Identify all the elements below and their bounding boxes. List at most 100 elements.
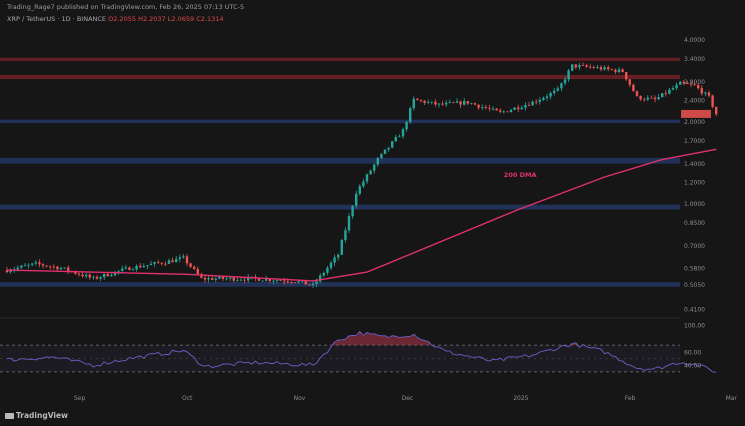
candle-body <box>221 276 225 279</box>
candle-body <box>574 64 577 68</box>
candle-body <box>527 105 531 106</box>
candle-body <box>607 67 610 70</box>
candle-body <box>491 108 495 110</box>
candle-body <box>545 96 549 98</box>
support-zone <box>0 204 680 210</box>
candle-body <box>200 274 203 278</box>
ohlc-low: L2.0659 <box>167 15 195 23</box>
candle-body <box>182 256 185 258</box>
rsi-band <box>0 345 680 372</box>
candle-body <box>495 108 498 111</box>
candle-body <box>218 276 221 279</box>
candle-body <box>585 65 588 67</box>
candle-body <box>373 164 376 171</box>
candle-body <box>16 267 19 270</box>
candle-body <box>99 277 102 279</box>
candle-body <box>466 101 469 104</box>
candle-body <box>41 264 45 266</box>
candle-body <box>614 69 617 73</box>
price-axis: 4.0000 3.4000 2.8000 2.4000 2.0000 1.7000 1.40… <box>684 37 705 370</box>
price-tick-label: 1.0000 <box>684 201 705 208</box>
candle-body <box>473 103 477 105</box>
candle-body <box>625 72 628 80</box>
candle-body <box>477 104 480 108</box>
candle-body <box>207 278 210 280</box>
candle-body <box>639 95 642 100</box>
candle-body <box>178 257 181 259</box>
candle-body <box>167 260 171 264</box>
candle-body <box>434 101 437 105</box>
candle-body <box>261 280 264 282</box>
candle-body <box>315 281 318 284</box>
candle-body <box>236 279 239 281</box>
candle-body <box>175 258 178 263</box>
candle-body <box>337 254 340 258</box>
candle-body <box>394 137 397 142</box>
candle-body <box>581 65 585 66</box>
candle-body <box>499 110 502 112</box>
candle-body <box>322 272 325 276</box>
candle-body <box>376 158 379 165</box>
candle-body <box>340 240 343 255</box>
candle-body <box>365 174 369 182</box>
candle-body <box>387 147 390 150</box>
candle-body <box>513 107 516 110</box>
rsi-tick-label: 40.00 <box>684 363 701 370</box>
candle-body <box>171 260 174 263</box>
candle-body <box>45 265 48 267</box>
candle-body <box>632 84 635 92</box>
candle-body <box>657 97 660 100</box>
candle-body <box>121 268 124 271</box>
support-zone <box>0 119 680 124</box>
candle-body <box>31 263 34 265</box>
candle-body <box>113 271 117 276</box>
price-tick-label: 2.8000 <box>684 79 705 86</box>
candle-body <box>128 267 131 271</box>
candle-body <box>319 275 322 282</box>
candle-body <box>556 88 559 91</box>
rsi-tick-label: 60.00 <box>684 349 701 356</box>
candle-body <box>617 69 621 73</box>
candle-body <box>67 267 70 272</box>
candle-body <box>506 111 509 113</box>
candle-body <box>391 141 394 148</box>
time-tick-label: Nov <box>294 395 306 402</box>
candle-body <box>427 102 430 103</box>
candle-body <box>351 205 354 217</box>
candle-body <box>9 270 12 273</box>
candle-body <box>509 109 513 113</box>
candle-body <box>304 280 307 285</box>
rsi-line <box>6 331 717 373</box>
candle-body <box>257 278 261 281</box>
candle-body <box>326 267 329 273</box>
rsi-tick-label: 100.00 <box>684 323 705 330</box>
price-tick-label: 0.5800 <box>684 265 705 272</box>
tradingview-logo-icon <box>5 413 14 419</box>
candle-body <box>308 284 311 286</box>
candle-body <box>203 277 207 280</box>
price-tick-label: 4.0000 <box>684 37 705 44</box>
candle-body <box>157 262 160 263</box>
candle-body <box>103 273 106 278</box>
candle-body <box>95 276 99 279</box>
time-tick-label: Mar <box>726 395 738 402</box>
candle-body <box>265 278 268 281</box>
candle-body <box>189 263 192 267</box>
candle-body <box>664 93 667 94</box>
price-tick-label: 1.2000 <box>684 179 705 186</box>
candle-body <box>160 262 163 264</box>
candle-body <box>301 280 304 282</box>
price-tick-label: 2.4000 <box>684 97 705 104</box>
tradingview-logo[interactable]: TradingView <box>5 411 68 420</box>
candle-body <box>416 98 419 101</box>
candles <box>5 62 718 288</box>
candle-body <box>49 266 52 268</box>
candle-body <box>74 271 77 274</box>
candle-body <box>571 64 574 71</box>
support-zone <box>0 157 680 164</box>
candle-body <box>419 100 423 101</box>
candle-body <box>481 107 484 108</box>
candle-body <box>81 274 84 277</box>
candle-body <box>106 273 109 277</box>
